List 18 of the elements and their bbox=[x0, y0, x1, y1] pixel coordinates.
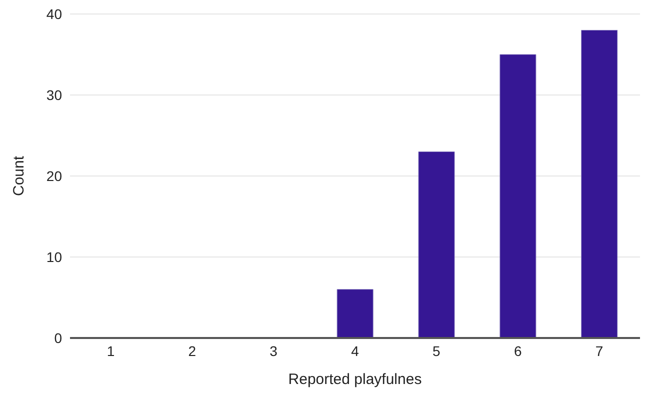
y-tick-label: 20 bbox=[46, 168, 62, 184]
y-axis-title: Count bbox=[10, 155, 28, 196]
y-tick-label: 0 bbox=[54, 330, 62, 346]
bar bbox=[418, 151, 455, 338]
bar bbox=[500, 54, 536, 338]
x-tick-label: 7 bbox=[595, 342, 604, 359]
x-tick-label: 6 bbox=[514, 342, 522, 359]
y-tick-label: 30 bbox=[46, 86, 62, 103]
y-tick-label: 40 bbox=[46, 6, 62, 22]
bar bbox=[581, 30, 618, 338]
x-tick-label: 2 bbox=[188, 342, 196, 359]
x-tick-label: 4 bbox=[351, 342, 360, 359]
y-tick-label: 10 bbox=[46, 248, 62, 265]
x-axis-title: Reported playfulnes bbox=[288, 371, 422, 388]
bar bbox=[336, 289, 374, 338]
x-tick-label: 5 bbox=[432, 342, 441, 359]
x-tick-label: 3 bbox=[270, 342, 278, 359]
x-tick-label: 1 bbox=[106, 342, 115, 359]
